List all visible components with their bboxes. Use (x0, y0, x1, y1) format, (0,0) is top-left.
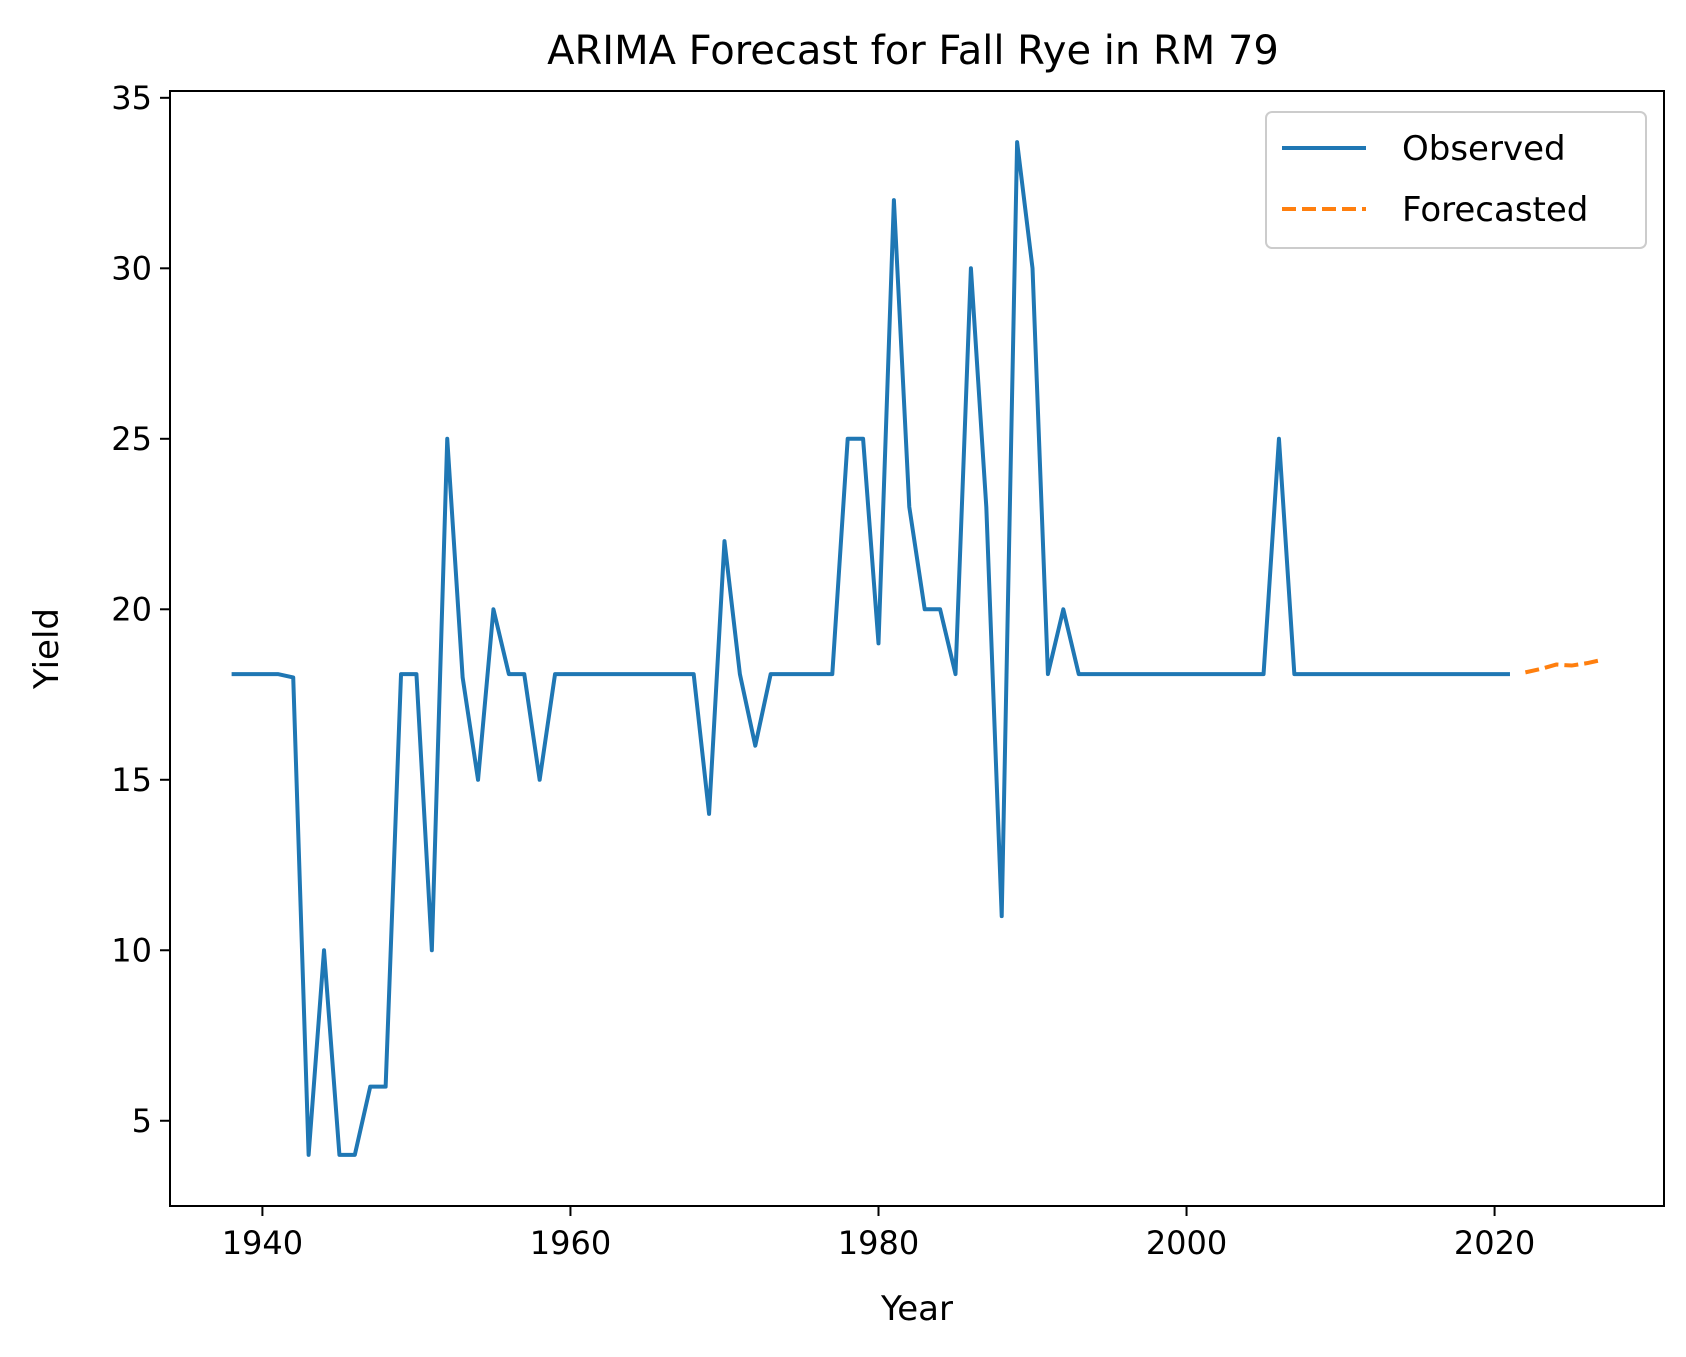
x-axis-ticks: 1940 1960 1980 2000 2020 (222, 1206, 1535, 1262)
legend-label-observed: Observed (1402, 129, 1566, 169)
x-tick-label: 1960 (530, 1224, 611, 1262)
series-line-forecasted (1524, 657, 1603, 675)
x-tick-label: 1980 (838, 1224, 919, 1262)
y-axis-label: Yield (27, 608, 67, 690)
y-axis-ticks: 5 10 15 20 25 30 35 (111, 79, 170, 1140)
x-tick-label: 2000 (1146, 1224, 1227, 1262)
series-line-observed (231, 140, 1510, 1157)
x-axis-label: Year (880, 1289, 953, 1329)
y-tick-label: 15 (111, 761, 152, 799)
legend: Observed Forecasted (1265, 111, 1647, 249)
legend-label-forecasted: Forecasted (1402, 190, 1588, 230)
y-tick-label: 25 (111, 420, 152, 458)
chart-title: ARIMA Forecast for Fall Rye in RM 79 (547, 28, 1279, 74)
y-tick-label: 20 (111, 590, 152, 628)
x-tick-label: 2020 (1454, 1224, 1535, 1262)
y-tick-label: 35 (111, 79, 152, 117)
axes-frame (169, 90, 1665, 1207)
y-tick-label: 5 (132, 1102, 152, 1140)
x-tick-label: 1940 (222, 1224, 303, 1262)
y-tick-label: 30 (111, 249, 152, 287)
plot-lines (231, 140, 1603, 1157)
y-tick-label: 10 (111, 931, 152, 969)
